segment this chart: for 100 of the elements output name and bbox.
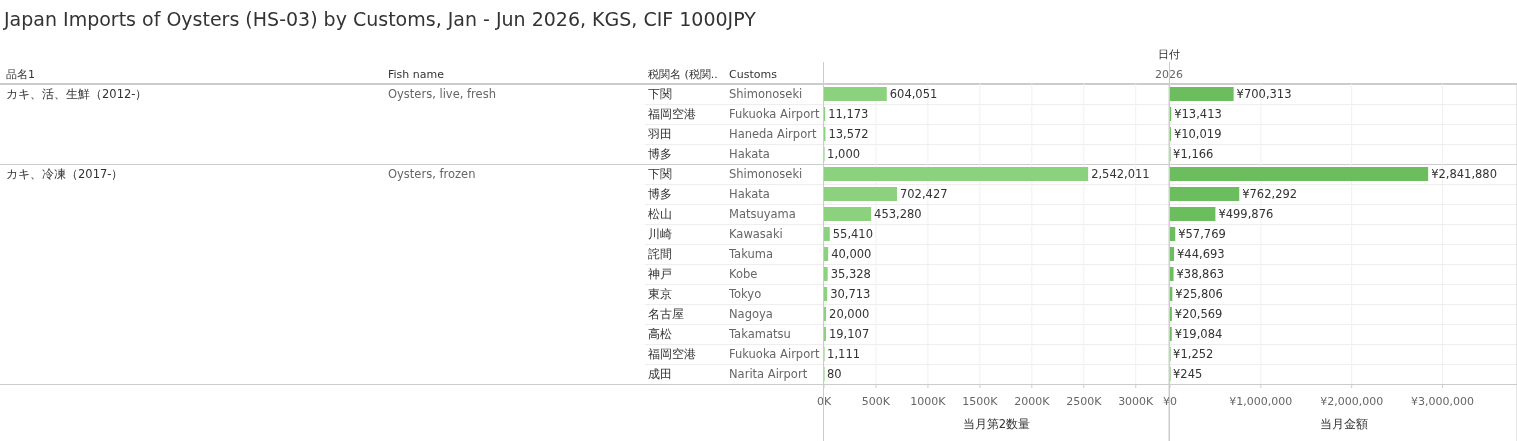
text: Kawasaki — [729, 227, 783, 241]
text: 博多 — [648, 147, 672, 161]
data-label: ¥245 — [1173, 367, 1203, 381]
text: 日付 — [1158, 48, 1180, 61]
data-label: ¥44,693 — [1177, 247, 1225, 261]
x-tick-label: ¥3,000,000 — [1411, 395, 1475, 408]
bar — [1170, 167, 1429, 181]
text: 羽田 — [648, 127, 672, 141]
x-axis-title: 当月金額 — [1319, 417, 1368, 431]
bar — [1170, 227, 1176, 241]
x-tick-label: 1000K — [910, 395, 947, 408]
x-tick-label: ¥1,000,000 — [1229, 395, 1293, 408]
data-label: 1,000 — [827, 147, 861, 161]
bar — [824, 167, 1089, 181]
category-label: Fish name — [388, 68, 445, 81]
text: 詫間 — [648, 247, 672, 261]
text: 高松 — [648, 327, 672, 341]
text: Haneda Airport — [729, 127, 817, 141]
data-label: ¥57,769 — [1178, 227, 1226, 241]
text: カキ、活、生鮮（2012-） — [6, 87, 148, 101]
text: Oysters, live, fresh — [388, 87, 496, 101]
bar — [1170, 207, 1216, 221]
x-axis-title: 当月第2数量 — [962, 417, 1031, 431]
data-label: 1,111 — [827, 347, 861, 361]
data-label: ¥19,084 — [1174, 327, 1223, 341]
data-label: 20,000 — [829, 307, 870, 321]
data-label: ¥762,292 — [1242, 187, 1298, 201]
text: 下関 — [648, 87, 672, 101]
text: 成田 — [648, 367, 672, 381]
data-label: 453,280 — [874, 207, 922, 221]
bar — [824, 87, 887, 101]
text: Takuma — [729, 247, 774, 261]
data-label: 55,410 — [832, 227, 874, 241]
text: Hakata — [729, 147, 770, 161]
bar — [824, 187, 897, 201]
text: Matsuyama — [729, 207, 796, 221]
text: Kobe — [729, 267, 758, 281]
data-label: ¥499,876 — [1218, 207, 1274, 221]
text: Tokyo — [729, 287, 762, 301]
text: 福岡空港 — [648, 347, 696, 361]
bar — [1170, 187, 1240, 201]
data-label: 30,713 — [830, 287, 871, 301]
data-label: 80 — [827, 367, 842, 381]
data-label: ¥2,841,880 — [1431, 167, 1498, 181]
data-label: ¥13,413 — [1174, 107, 1222, 121]
text: Takamatsu — [729, 327, 791, 341]
text: 名古屋 — [648, 307, 684, 321]
data-label: 2,542,011 — [1091, 167, 1150, 181]
text: 下関 — [648, 167, 672, 181]
data-label: ¥38,863 — [1176, 267, 1225, 281]
data-label: 40,000 — [831, 247, 872, 261]
bar — [824, 307, 827, 321]
text: Narita Airport — [729, 367, 808, 381]
data-label: 604,051 — [889, 87, 938, 101]
bar — [824, 287, 828, 301]
text: 川崎 — [648, 227, 672, 241]
x-tick-label: 2000K — [1014, 395, 1051, 408]
bar — [824, 247, 829, 261]
x-tick-label: ¥0 — [1163, 395, 1177, 408]
text: 2026 — [1155, 68, 1183, 81]
text: Shimonoseki — [729, 87, 803, 101]
bar — [824, 267, 828, 281]
text: 東京 — [648, 287, 672, 301]
data-label: 13,572 — [828, 127, 869, 141]
text: Hakata — [729, 187, 770, 201]
data-label: 35,328 — [830, 267, 871, 281]
text: Nagoya — [729, 307, 773, 321]
data-label: 11,173 — [828, 107, 869, 121]
data-label: ¥1,166 — [1173, 147, 1214, 161]
x-tick-label: 500K — [861, 395, 891, 408]
data-label: ¥25,806 — [1175, 287, 1223, 301]
category-label: 税関名 (税関.. — [648, 68, 718, 81]
bar — [824, 207, 872, 221]
text: カキ、冷凍（2017-） — [6, 167, 124, 181]
bar — [1170, 267, 1174, 281]
data-label: ¥20,569 — [1174, 307, 1223, 321]
text: Oysters, frozen — [388, 167, 476, 181]
text: Japan Imports of Oysters (HS-03) by Customs, Jan - Jun 2026, KGS, CIF 1000JPY — [3, 8, 757, 30]
bar — [1170, 87, 1234, 101]
category-label: Customs — [729, 68, 778, 81]
text: 神戸 — [648, 267, 672, 281]
data-label: 19,107 — [828, 327, 870, 341]
bar — [824, 227, 830, 241]
x-tick-label: ¥2,000,000 — [1320, 395, 1384, 408]
x-tick-label: 2500K — [1066, 395, 1103, 408]
text: 福岡空港 — [648, 107, 696, 121]
data-label: ¥700,313 — [1236, 87, 1292, 101]
text: Fukuoka Airport — [729, 107, 820, 121]
text: 博多 — [648, 187, 672, 201]
text: 松山 — [648, 207, 672, 221]
data-label: ¥1,252 — [1173, 347, 1214, 361]
category-label: 品名1 — [6, 68, 35, 81]
text: Fukuoka Airport — [729, 347, 820, 361]
x-tick-label: 3000K — [1118, 395, 1155, 408]
bar — [1170, 247, 1175, 261]
x-tick-label: 1500K — [962, 395, 999, 408]
text: Shimonoseki — [729, 167, 803, 181]
data-label: 702,427 — [899, 187, 948, 201]
data-label: ¥10,019 — [1173, 127, 1222, 141]
x-tick-label: 0K — [816, 395, 832, 408]
